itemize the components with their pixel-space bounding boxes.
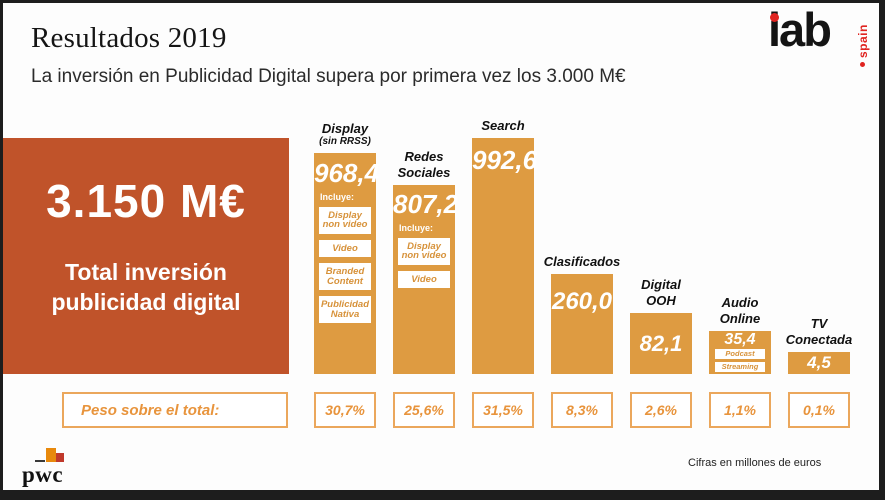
bar-label: Redes Sociales xyxy=(398,149,451,180)
chart-column: Search 992,6 31,5% xyxy=(472,110,538,430)
iab-logo-text: iab xyxy=(768,3,832,56)
bar-value: 35,4 xyxy=(724,331,756,348)
share-box: 2,6% xyxy=(630,392,692,428)
bar: 968,4 Incluye: Display non video Video Brand… xyxy=(314,153,380,374)
bar-include-box: Video xyxy=(398,270,450,289)
bar-label-line: OOH xyxy=(646,292,676,308)
bar: 807,2 Incluye: Display non video Video xyxy=(393,185,459,374)
bar-label-line: Audio xyxy=(721,295,759,311)
total-value: 3.150 M€ xyxy=(46,175,246,227)
bar-label: Clasificados xyxy=(544,254,621,269)
bar-label-line: Search xyxy=(481,117,525,133)
bar-area: Search 992,6 xyxy=(472,110,538,374)
footnote: Cifras en millones de euros xyxy=(688,457,822,469)
bar-include-box: Publicidad Nativa xyxy=(319,296,371,324)
bar-label-line: Conectada xyxy=(785,331,853,347)
bar-include-box: Streaming xyxy=(715,362,765,373)
share-box: 30,7% xyxy=(314,392,376,428)
share-box: 0,1% xyxy=(788,392,850,428)
pwc-logo-block-dash xyxy=(35,460,45,462)
chart-column: Redes Sociales 807,2 Incluye: Display non vi… xyxy=(393,110,459,430)
bar-area: Audio Online 35,4 Podcast Streaming xyxy=(709,110,771,374)
bar-value: 992,6 xyxy=(472,145,538,175)
chart-column: Audio Online 35,4 Podcast Streaming 1,1% xyxy=(709,110,771,430)
bar-label-line: Digital xyxy=(641,277,681,293)
bar-value: 807,2 xyxy=(393,189,459,219)
pwc-logo: pwc xyxy=(22,446,92,488)
bar-include-box: Branded Content xyxy=(319,263,371,291)
bar-area: Digital OOH 82,1 xyxy=(630,110,692,374)
pwc-logo-block-orange xyxy=(46,448,56,462)
bar-label-line: (sin RRSS) xyxy=(319,136,371,148)
bar-value: 82,1 xyxy=(639,330,683,356)
page-title: Resultados 2019 xyxy=(31,22,227,54)
iab-spain-text: spain xyxy=(856,24,870,58)
bar-include-box: Display non video xyxy=(398,237,450,265)
bar: 35,4 Podcast Streaming xyxy=(709,331,771,374)
bar-label-line: Redes xyxy=(404,149,444,165)
bar-area: TV Conectada 4,5 xyxy=(786,110,852,374)
total-label-line1: Total inversión xyxy=(65,259,227,285)
share-box: 1,1% xyxy=(709,392,771,428)
bar-label-line: Online xyxy=(719,310,761,326)
pwc-logo-block-red xyxy=(56,453,64,462)
share-box: 31,5% xyxy=(472,392,534,428)
bar-value: 4,5 xyxy=(807,353,831,373)
bar-area: Clasificados 260,0 xyxy=(544,110,620,374)
bar-label-line: Display xyxy=(321,120,369,136)
total-label-line2: publicidad digital xyxy=(51,288,241,315)
bar-label: TV Conectada xyxy=(786,316,852,347)
bar-label-line: Sociales xyxy=(397,164,451,180)
total-investment-box: 3.150 M€ Total inversión publicidad digi… xyxy=(3,138,289,374)
bar-includes-header: Incluye: xyxy=(320,191,355,202)
bar-include-box: Display non video xyxy=(319,206,371,234)
iab-spain-dot-icon xyxy=(860,62,865,67)
bar-label: Search xyxy=(481,118,524,133)
bar: 260,0 xyxy=(551,274,613,374)
bar-area: Redes Sociales 807,2 Incluye: Display non vi… xyxy=(393,110,459,374)
bar-includes-header: Incluye: xyxy=(399,222,434,233)
bar-value: 260,0 xyxy=(551,288,613,315)
pwc-logo-text: pwc xyxy=(22,462,64,487)
bar-label: Display (sin RRSS) xyxy=(319,121,371,148)
page-subtitle: La inversión en Publicidad Digital super… xyxy=(31,66,626,87)
chart-column: Clasificados 260,0 8,3% xyxy=(544,110,620,430)
chart-column: TV Conectada 4,5 0,1% xyxy=(786,110,852,430)
bar-include-box: Video xyxy=(319,239,371,258)
share-box: 25,6% xyxy=(393,392,455,428)
weight-row-label-box: Peso sobre el total: xyxy=(62,392,288,428)
total-label: Total inversión publicidad digital xyxy=(3,258,289,318)
bar-value: 968,4 xyxy=(314,158,380,188)
bar-label-line: Clasificados xyxy=(543,253,621,269)
bar-label: Digital OOH xyxy=(641,277,681,308)
chart-column: Digital OOH 82,1 2,6% xyxy=(630,110,692,430)
bar: 4,5 xyxy=(788,352,850,374)
bar: 992,6 xyxy=(472,138,538,374)
bar-area: Display (sin RRSS) 968,4 Incluye: Display no… xyxy=(314,110,380,374)
bar: 82,1 xyxy=(630,313,692,374)
bar-label: Audio Online xyxy=(720,295,760,326)
bar-include-box: Podcast xyxy=(715,349,765,360)
iab-spain-vertical: spain xyxy=(856,12,872,74)
bar-label-line: TV xyxy=(810,316,828,332)
iab-red-dot-icon xyxy=(770,13,779,22)
iab-spain-logo: iab spain xyxy=(768,3,878,80)
weight-row-label: Peso sobre el total: xyxy=(81,401,220,419)
chart-column: Display (sin RRSS) 968,4 Incluye: Display no… xyxy=(314,110,380,430)
share-box: 8,3% xyxy=(551,392,613,428)
